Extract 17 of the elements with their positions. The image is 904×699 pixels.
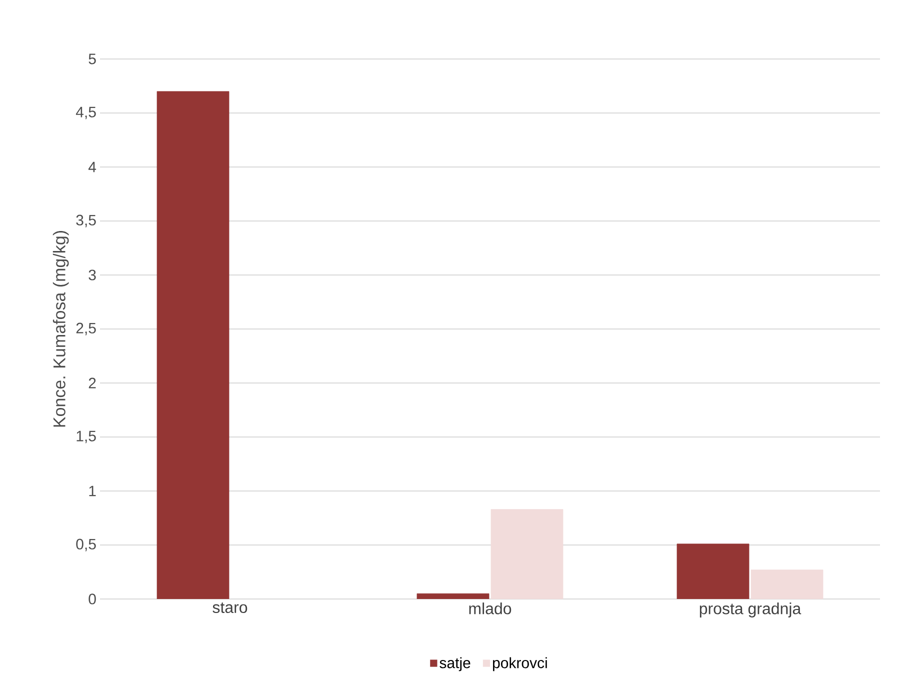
y-tick-label: 1,5 [76,430,96,444]
y-tick-label: 2,5 [76,322,96,336]
y-tick-label: 0 [88,594,96,604]
legend-label: satje [440,657,470,672]
x-tick-label: staro [212,602,248,614]
y-tick-label: 3 [88,270,96,280]
y-tick-label: 4 [88,162,96,172]
y-tick-label: 2 [88,378,96,388]
y-tick-label: 5 [88,54,96,64]
x-tick-label: mlado [469,602,512,614]
y-tick-label: 1 [89,486,96,496]
legend-label: pokrovci [493,657,547,672]
y-tick-label: 3,5 [76,214,96,228]
y-tick-label: 0,5 [76,538,96,552]
y-tick-label: 4,5 [76,106,96,120]
x-tick-label: prosta gradnja [700,602,802,618]
y-axis-title: Konce. Kumafosa (mg/kg) [52,231,69,427]
